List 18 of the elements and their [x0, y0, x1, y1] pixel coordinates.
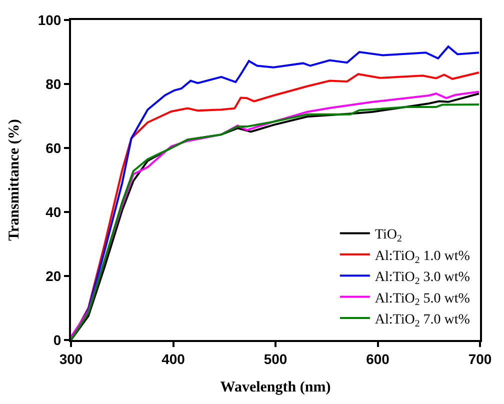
x-axis-title: Wavelength (nm)	[220, 379, 331, 396]
legend-label: Al:TiO$_{2}$ 3.0 wt%	[374, 270, 470, 287]
legend-label: Al:TiO$_{2}$ 1.0 wt%	[374, 248, 470, 266]
y-tick-label: 40	[46, 204, 62, 220]
y-tick-label: 60	[46, 140, 62, 156]
x-tick-label: 600	[366, 350, 390, 367]
x-tick-label: 400	[162, 350, 186, 367]
x-tick-label: 700	[468, 350, 492, 367]
y-tick-label: 20	[46, 268, 62, 284]
y-tick-label: 0	[53, 332, 62, 348]
y-tick-label: 100	[38, 12, 62, 28]
legend-label: Al:TiO$_{2}$ 5.0 wt%	[374, 291, 470, 308]
legend-label: Al:TiO$_{2}$ 7.0 wt%	[374, 312, 470, 330]
y-tick-label: 80	[46, 76, 62, 92]
y-axis-title: Transmittance (%)	[6, 119, 23, 241]
x-tick-label: 500	[264, 350, 288, 367]
x-tick-label: 300	[59, 350, 83, 367]
legend-label: TiO$_{2}$	[374, 228, 402, 245]
